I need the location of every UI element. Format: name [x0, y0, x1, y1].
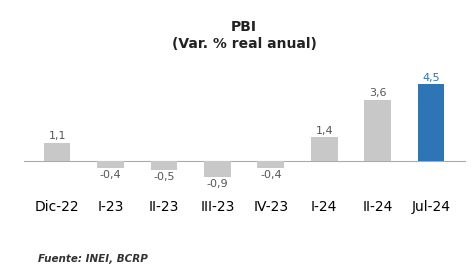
Bar	[365, 100, 391, 162]
Bar	[257, 162, 284, 168]
Bar	[204, 162, 231, 177]
Text: 1,1: 1,1	[48, 131, 66, 141]
Bar	[418, 84, 445, 162]
Bar	[151, 162, 177, 170]
Title: PBI
(Var. % real anual): PBI (Var. % real anual)	[172, 21, 317, 51]
Text: 4,5: 4,5	[422, 73, 440, 83]
Text: 1,4: 1,4	[315, 126, 333, 136]
Bar	[44, 143, 71, 162]
Text: -0,9: -0,9	[207, 179, 228, 189]
Text: Fuente: INEI, BCRP: Fuente: INEI, BCRP	[38, 254, 148, 264]
Bar	[97, 162, 124, 168]
Text: -0,5: -0,5	[153, 172, 175, 182]
Bar	[311, 138, 337, 162]
Text: -0,4: -0,4	[260, 170, 282, 180]
Text: -0,4: -0,4	[100, 170, 121, 180]
Text: 3,6: 3,6	[369, 88, 386, 98]
